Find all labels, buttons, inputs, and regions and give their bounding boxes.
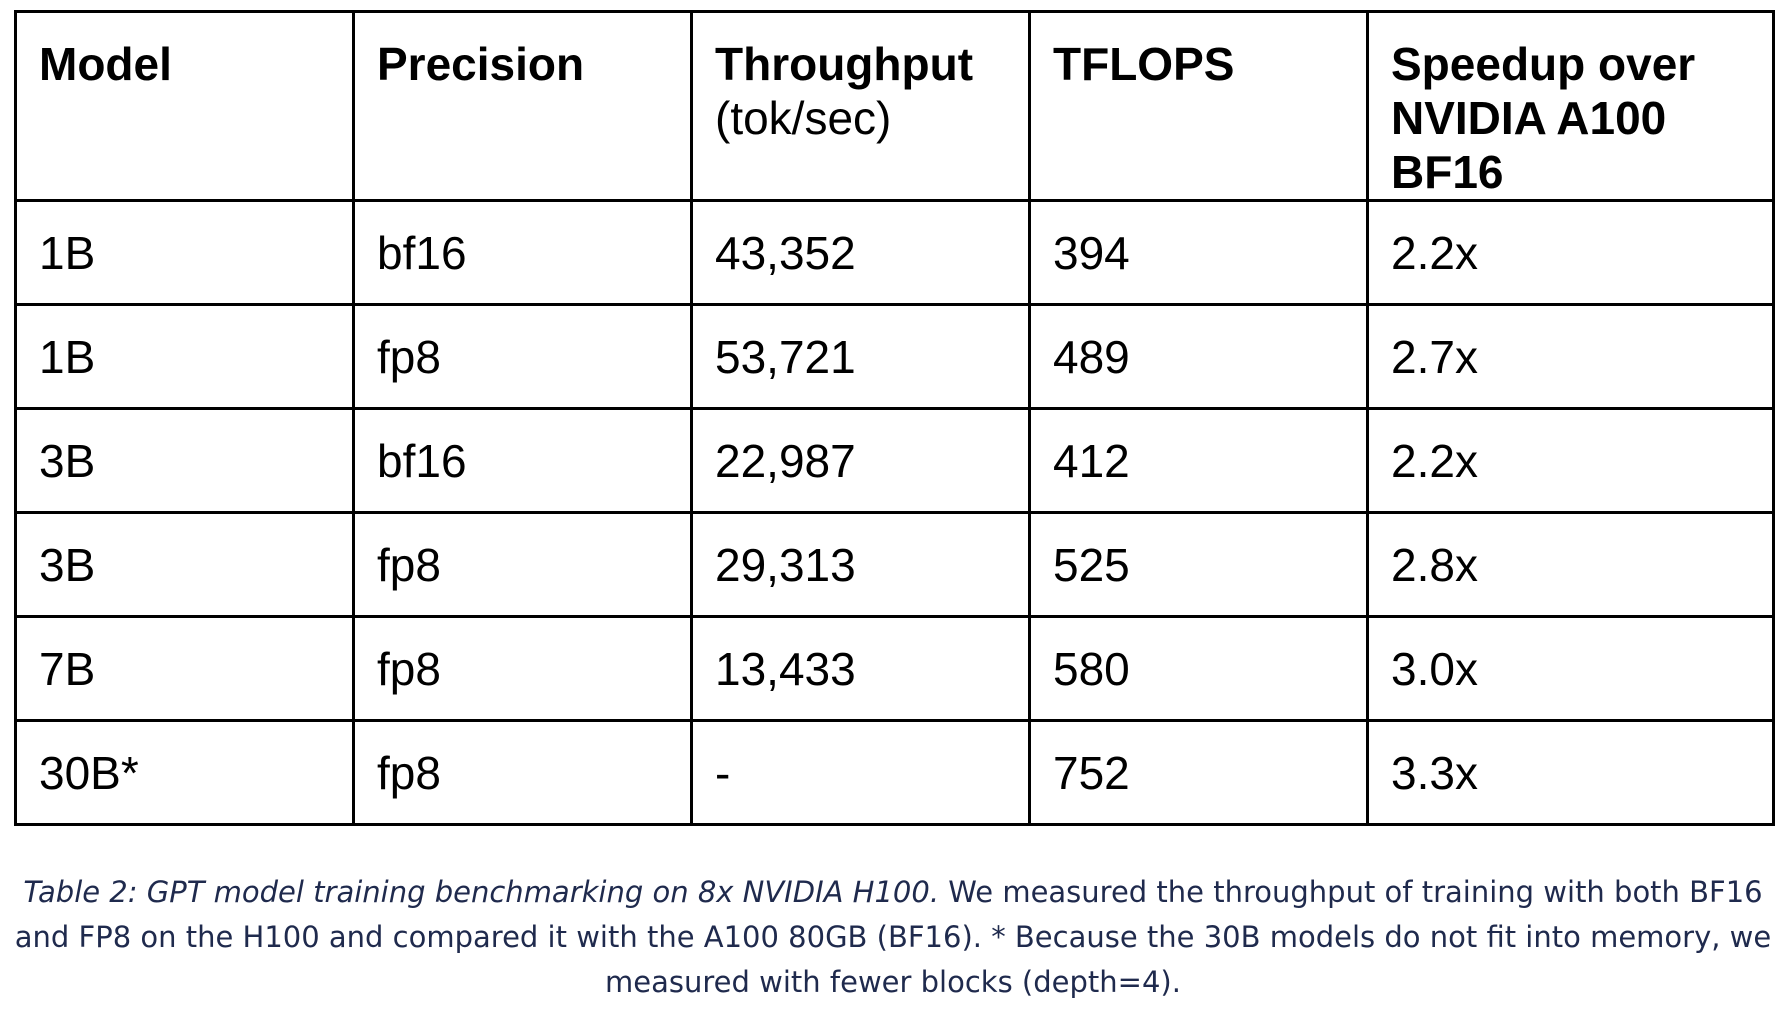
cell-precision: bf16 [352,199,693,306]
table-row: 1B fp8 53,721 489 2.7x [14,303,1775,410]
cell-model: 1B [14,199,355,306]
caption-body: We measured the throughput of training w… [14,875,1772,999]
cell-tflops: 752 [1028,719,1369,826]
cell-model: 3B [14,511,355,618]
cell-throughput: 29,313 [690,511,1031,618]
table-body: 1B bf16 43,352 394 2.2x 1B fp8 53,721 48… [14,199,1775,826]
cell-throughput: - [690,719,1031,826]
table-caption: Table 2: GPT model training benchmarking… [10,870,1776,1005]
cell-model: 3B [14,407,355,514]
cell-speedup: 3.0x [1366,615,1775,722]
cell-throughput: 53,721 [690,303,1031,410]
header-label: Precision [377,38,585,90]
header-model: Model [14,10,355,202]
benchmark-table-container: Model Precision Throughput (tok/sec) TFL… [14,10,1775,826]
cell-precision: fp8 [352,303,693,410]
cell-tflops: 580 [1028,615,1369,722]
cell-speedup: 2.2x [1366,199,1775,306]
cell-throughput: 43,352 [690,199,1031,306]
header-throughput: Throughput (tok/sec) [690,10,1031,202]
cell-model: 1B [14,303,355,410]
header-row: Model Precision Throughput (tok/sec) TFL… [14,10,1775,202]
cell-tflops: 394 [1028,199,1369,306]
header-tflops: TFLOPS [1028,10,1369,202]
cell-speedup: 2.8x [1366,511,1775,618]
table-header: Model Precision Throughput (tok/sec) TFL… [14,10,1775,202]
cell-throughput: 13,433 [690,615,1031,722]
cell-precision: bf16 [352,407,693,514]
cell-model: 7B [14,615,355,722]
table-row: 3B fp8 29,313 525 2.8x [14,511,1775,618]
header-label: TFLOPS [1053,38,1235,90]
cell-tflops: 412 [1028,407,1369,514]
header-label: Speedup over NVIDIA A100 BF16 [1391,38,1696,198]
cell-speedup: 2.7x [1366,303,1775,410]
cell-model: 30B* [14,719,355,826]
header-sublabel: (tok/sec) [715,92,892,144]
header-speedup: Speedup over NVIDIA A100 BF16 [1366,10,1775,202]
cell-precision: fp8 [352,511,693,618]
cell-tflops: 525 [1028,511,1369,618]
cell-tflops: 489 [1028,303,1369,410]
cell-precision: fp8 [352,615,693,722]
table-row: 30B* fp8 - 752 3.3x [14,719,1775,826]
header-precision: Precision [352,10,693,202]
cell-throughput: 22,987 [690,407,1031,514]
caption-title: Table 2: GPT model training benchmarking… [23,875,940,909]
cell-speedup: 3.3x [1366,719,1775,826]
header-label: Model [39,38,172,90]
cell-precision: fp8 [352,719,693,826]
table-row: 1B bf16 43,352 394 2.2x [14,199,1775,306]
table-row: 3B bf16 22,987 412 2.2x [14,407,1775,514]
benchmark-table: Model Precision Throughput (tok/sec) TFL… [14,10,1775,826]
cell-speedup: 2.2x [1366,407,1775,514]
header-label: Throughput [715,38,974,90]
table-row: 7B fp8 13,433 580 3.0x [14,615,1775,722]
